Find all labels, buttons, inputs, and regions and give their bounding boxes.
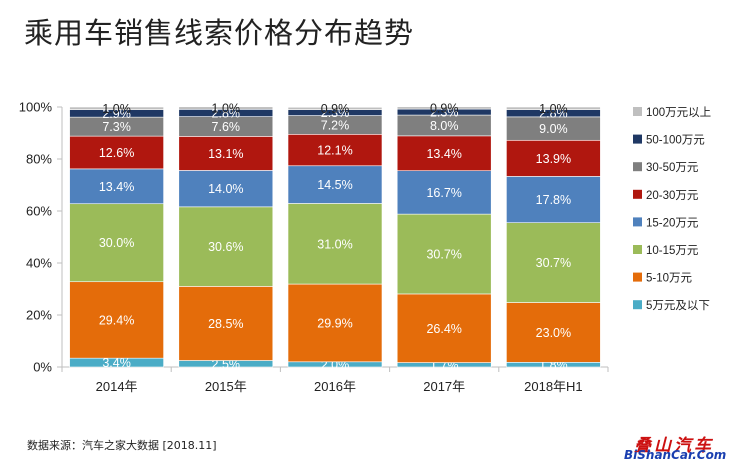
legend-label: 5万元及以下 [646, 299, 710, 312]
data-label: 7.3% [102, 120, 131, 134]
data-label: 7.6% [212, 120, 241, 134]
bar-segment [178, 106, 274, 110]
bar-segment [178, 170, 274, 208]
data-label: 13.1% [208, 147, 243, 161]
data-label: 1.0% [102, 102, 131, 116]
data-label: 2.8% [212, 106, 241, 120]
data-label: 14.5% [317, 178, 352, 192]
legend-swatch [633, 272, 642, 282]
data-label: 3.4% [102, 356, 131, 370]
data-label: 0.9% [321, 102, 350, 116]
data-label: 13.4% [426, 147, 461, 161]
x-tick-label: 2018年H1 [524, 379, 583, 394]
data-label: 2.9% [102, 107, 131, 121]
data-label: 1.0% [539, 102, 568, 116]
bar-segment [69, 135, 164, 170]
bar-segment [287, 106, 383, 110]
page-title: 乘用车销售线索价格分布趋势 [24, 16, 415, 50]
bar-segment [69, 106, 164, 110]
legend-label: 20-30万元 [646, 190, 699, 202]
bar-segment [287, 134, 383, 167]
legend-swatch [633, 134, 642, 144]
brand-logo-cn: 叠山汽车 [634, 436, 714, 456]
x-tick-label: 2017年 [423, 379, 465, 394]
y-tick-label: 100% [19, 100, 53, 115]
data-label: 13.9% [536, 152, 571, 166]
y-tick-label: 0% [33, 360, 52, 375]
bar-segment [178, 136, 274, 171]
brand-logo-en: BiShanCar.Com [624, 448, 727, 462]
y-tick-label: 60% [26, 204, 52, 219]
legend-label: 5-10万元 [646, 273, 693, 285]
legend-label: 50-100万元 [646, 135, 705, 147]
data-label: 14.0% [208, 182, 243, 196]
bar-segment [287, 203, 383, 285]
bar-segment [287, 165, 383, 204]
legend-swatch [633, 300, 642, 310]
data-label: 0.9% [430, 101, 459, 115]
bar-segment [506, 302, 601, 363]
data-label: 31.0% [317, 237, 352, 251]
data-label: 16.7% [426, 186, 461, 200]
data-label: 9.0% [539, 122, 568, 136]
bar-segment [396, 293, 492, 363]
bar-segment [178, 286, 274, 361]
bar-segment [506, 139, 601, 177]
data-label: 30.7% [536, 256, 571, 270]
bar-segment [506, 222, 601, 303]
legend-label: 30-50万元 [646, 162, 699, 174]
bar-segment [396, 106, 492, 110]
legend-label: 15-20万元 [646, 217, 699, 229]
data-label: 1.0% [212, 102, 241, 116]
data-label: 23.0% [536, 326, 571, 340]
legend-swatch [633, 107, 642, 116]
brand-logo: 叠山汽车 BiShanCar.Com [622, 431, 738, 462]
data-label: 28.5% [208, 317, 243, 331]
bar-segment [178, 206, 274, 287]
data-label: 26.4% [426, 322, 461, 336]
x-tick-label: 2016年 [314, 379, 356, 394]
bar-segment [506, 106, 601, 110]
x-tick-label: 2014年 [96, 379, 138, 394]
data-label: 7.2% [321, 118, 350, 132]
data-label: 13.4% [99, 180, 134, 194]
bar-segment [396, 170, 492, 215]
data-label: 2.8% [539, 107, 568, 121]
data-label: 30.6% [208, 240, 243, 254]
data-label: 8.0% [430, 119, 459, 133]
x-tick-label: 2015年 [205, 379, 247, 394]
legend-swatch [633, 217, 642, 227]
y-tick-label: 40% [26, 256, 52, 271]
data-label: 12.6% [99, 146, 134, 160]
y-tick-label: 80% [26, 152, 52, 167]
y-tick-label: 20% [26, 308, 52, 323]
data-label: 30.7% [426, 248, 461, 262]
bar-segment [69, 168, 164, 205]
data-label: 30.0% [99, 236, 134, 250]
source-note: 数据来源：汽车之家大数据 [2018.11] [27, 439, 217, 452]
data-label: 12.1% [317, 144, 352, 158]
data-label: 29.9% [317, 316, 352, 330]
data-label: 29.4% [99, 313, 134, 327]
legend-label: 10-15万元 [646, 245, 699, 257]
bar-segment [506, 176, 601, 223]
bar-segment [396, 213, 492, 295]
bar-segment [287, 283, 383, 363]
bar-segment [69, 281, 164, 359]
bar-segment [69, 203, 164, 283]
legend-swatch [633, 245, 642, 254]
legend-label: 100万元以上 [646, 106, 711, 119]
legend-swatch [633, 189, 642, 199]
legend-swatch [633, 162, 642, 172]
data-label: 17.8% [536, 193, 571, 207]
